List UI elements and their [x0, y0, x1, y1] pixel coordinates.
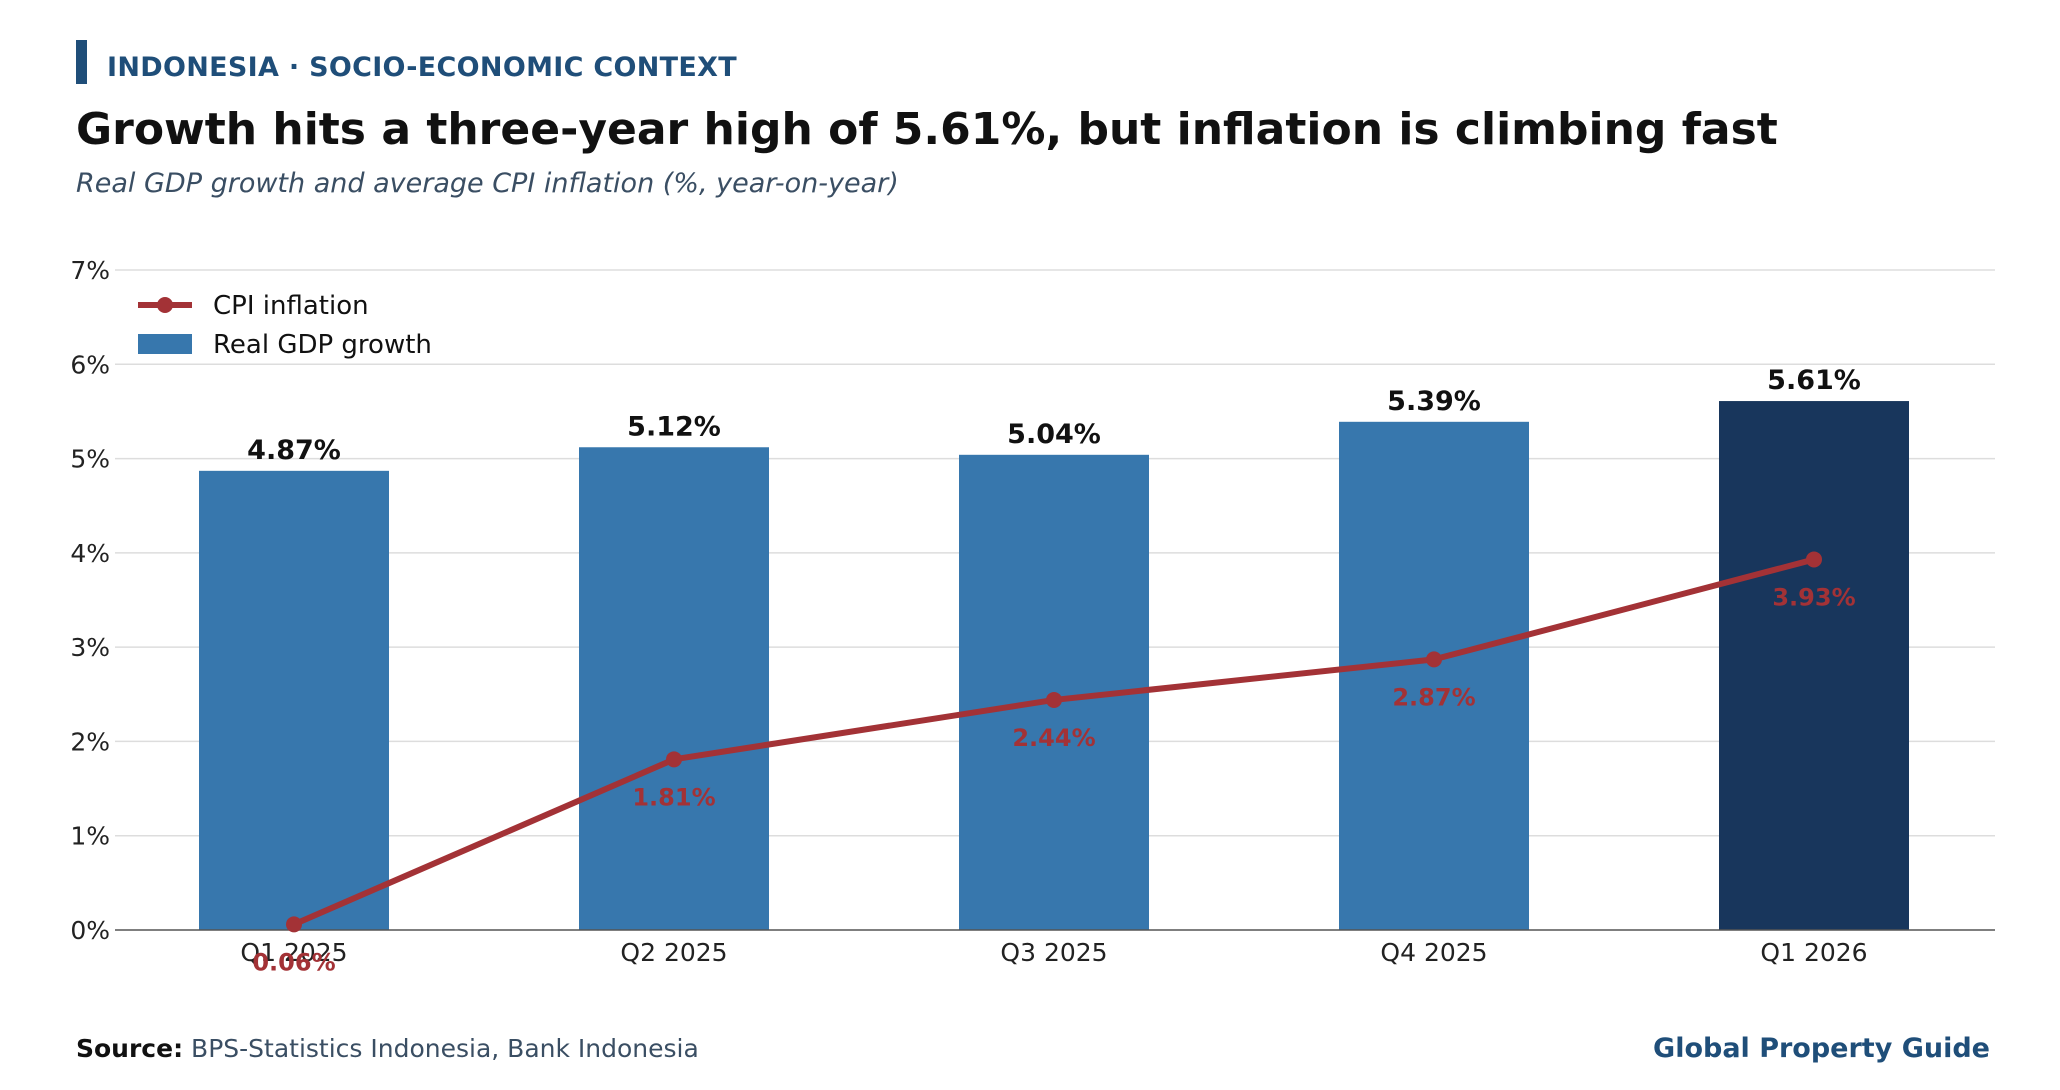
chart-title: Growth hits a three-year high of 5.61%, …: [76, 104, 1778, 155]
cpi-point-label: 2.87%: [1392, 683, 1475, 711]
y-tick-label: 1%: [70, 822, 110, 851]
y-tick-label: 6%: [70, 350, 110, 379]
gdp-bar-label: 5.04%: [1007, 419, 1101, 450]
cpi-point: [666, 751, 682, 768]
y-tick-label: 2%: [70, 727, 110, 756]
x-tick-label: Q2 2025: [620, 938, 727, 967]
gdp-bar: [199, 470, 389, 930]
y-tick-label: 4%: [70, 539, 110, 568]
cpi-point: [1426, 651, 1442, 668]
cpi-point-label: 3.93%: [1772, 583, 1855, 611]
cpi-point: [1806, 551, 1822, 568]
chart-subtitle: Real GDP growth and average CPI inflatio…: [76, 168, 899, 199]
gdp-bar: [579, 447, 769, 930]
y-tick-label: 0%: [70, 916, 110, 945]
x-tick-label: Q1 2025: [240, 938, 347, 967]
y-tick-label: 3%: [70, 633, 110, 662]
kicker-accent-bar: [76, 40, 87, 84]
y-tick-label: 7%: [70, 256, 110, 285]
gdp-bar: [1339, 421, 1529, 930]
legend-cpi-marker: [157, 297, 173, 313]
x-tick-label: Q4 2025: [1380, 938, 1487, 967]
cpi-point-label: 2.44%: [1012, 724, 1095, 752]
brand: Global Property Guide: [1653, 1033, 1990, 1064]
legend-cpi-label: CPI inflation: [213, 291, 369, 321]
source-label: Source:: [76, 1034, 184, 1063]
source-note: Source: BPS-Statistics Indonesia, Bank I…: [76, 1034, 699, 1063]
legend-gdp-swatch: [138, 334, 192, 354]
cpi-point-label: 0.06%: [252, 948, 335, 976]
gdp-bar: [1719, 401, 1909, 930]
x-tick-label: Q1 2026: [1760, 938, 1867, 967]
kicker: INDONESIA · SOCIO-ECONOMIC CONTEXT: [107, 52, 737, 83]
gdp-bar-label: 5.61%: [1767, 365, 1861, 396]
gdp-bar-label: 5.39%: [1387, 386, 1481, 417]
cpi-point: [286, 916, 302, 933]
gdp-bar-label: 4.87%: [247, 435, 341, 466]
source-text: BPS-Statistics Indonesia, Bank Indonesia: [191, 1034, 699, 1063]
cpi-point-label: 1.81%: [632, 783, 715, 811]
cpi-point: [1046, 691, 1062, 708]
legend-gdp-label: Real GDP growth: [213, 330, 432, 360]
x-tick-label: Q3 2025: [1000, 938, 1107, 967]
gdp-bar-label: 5.12%: [627, 411, 721, 442]
y-tick-label: 5%: [70, 445, 110, 474]
